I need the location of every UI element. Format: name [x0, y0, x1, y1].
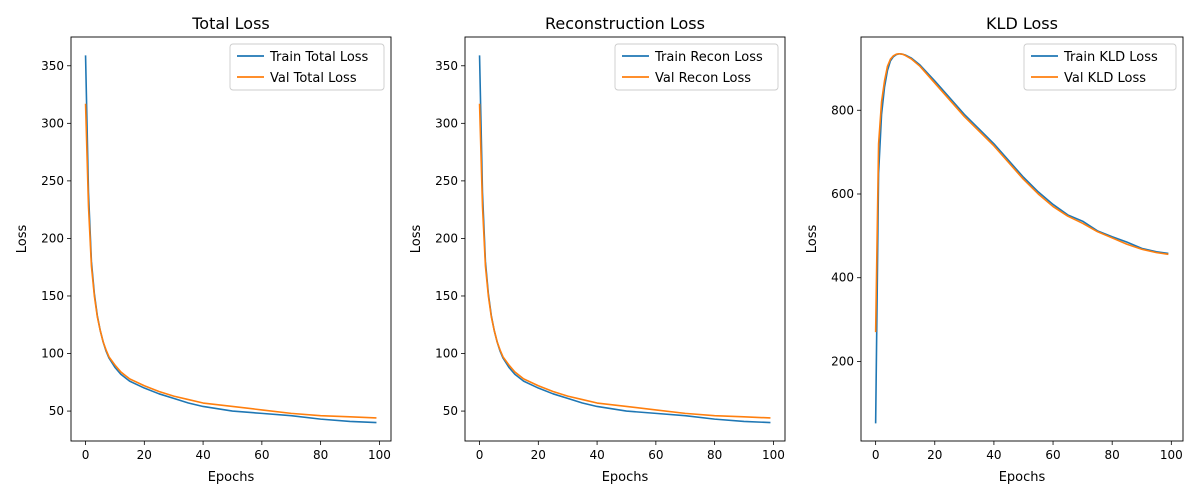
legend-label: Val KLD Loss [1064, 71, 1146, 86]
y-tick-label: 50 [49, 404, 64, 418]
series-line-val [478, 103, 771, 419]
x-tick-label: 0 [872, 448, 880, 462]
y-tick-label: 250 [435, 174, 458, 188]
y-tick-label: 150 [435, 289, 458, 303]
legend: Train Total Loss Val Total Loss [229, 43, 385, 91]
x-axis-label: Epochs [602, 470, 649, 485]
y-tick-label: 350 [41, 59, 64, 73]
x-tick-label: 20 [531, 448, 546, 462]
series-line-val [84, 103, 377, 419]
y-tick-label: 50 [443, 404, 458, 418]
series-line-val [874, 52, 1169, 333]
x-tick-label: 0 [476, 448, 484, 462]
legend-box [229, 43, 385, 91]
chart-title: Total Loss [191, 14, 270, 33]
y-tick-label: 300 [41, 116, 64, 130]
legend-label: Val Total Loss [270, 71, 357, 86]
x-tick-label: 20 [927, 448, 942, 462]
y-tick-label: 100 [41, 347, 64, 361]
x-tick-label: 40 [589, 448, 604, 462]
chart-panel-3: KLD Loss 0 20 40 60 80 100 200 400 600 800 Epochs Lo… [805, 14, 1184, 485]
x-tick-label: 40 [986, 448, 1001, 462]
chart-panel-1: Total Loss 0 20 40 60 80 100 50 100 150 200 250 300 3… [15, 14, 392, 485]
y-tick-label: 200 [435, 231, 458, 245]
x-tick-label: 0 [82, 448, 90, 462]
legend-label: Train KLD Loss [1063, 50, 1158, 65]
y-tick-label: 200 [831, 354, 854, 368]
x-tick-label: 60 [648, 448, 663, 462]
x-tick-label: 20 [137, 448, 152, 462]
x-tick-label: 80 [1105, 448, 1120, 462]
y-tick-label: 350 [435, 59, 458, 73]
legend: Train Recon Loss Val Recon Loss [614, 43, 779, 91]
series-line-train [84, 55, 377, 424]
x-tick-label: 100 [762, 448, 785, 462]
y-tick-label: 400 [831, 271, 854, 285]
chart-title: KLD Loss [986, 14, 1058, 33]
legend-label: Train Recon Loss [654, 50, 763, 65]
series-line-train [874, 52, 1169, 424]
y-axis-label: Loss [805, 225, 820, 254]
y-tick-label: 250 [41, 174, 64, 188]
y-tick-label: 300 [435, 116, 458, 130]
x-tick-label: 100 [1160, 448, 1183, 462]
legend-box [614, 43, 779, 91]
x-tick-label: 40 [195, 448, 210, 462]
plot-area [860, 36, 1184, 442]
y-axis-label: Loss [409, 225, 424, 254]
plot-area [464, 36, 786, 442]
x-tick-label: 100 [368, 448, 391, 462]
legend-label: Train Total Loss [269, 50, 369, 65]
x-tick-label: 60 [1045, 448, 1060, 462]
legend-box [1023, 43, 1177, 91]
series-line-train [478, 55, 771, 424]
chart-panel-2: Reconstruction Loss 0 20 40 60 80 100 50 100 150 2… [409, 14, 786, 485]
x-tick-label: 80 [707, 448, 722, 462]
chart-title: Reconstruction Loss [545, 14, 705, 33]
y-tick-label: 200 [41, 231, 64, 245]
x-axis-label: Epochs [208, 470, 255, 485]
y-tick-label: 100 [435, 347, 458, 361]
legend: Train KLD Loss Val KLD Loss [1023, 43, 1177, 91]
legend-label: Val Recon Loss [655, 71, 751, 86]
x-tick-label: 60 [254, 448, 269, 462]
y-tick-label: 150 [41, 289, 64, 303]
plot-area [70, 36, 392, 442]
x-tick-label: 80 [313, 448, 328, 462]
y-tick-label: 600 [831, 187, 854, 201]
y-axis-label: Loss [15, 225, 30, 254]
y-tick-label: 800 [831, 103, 854, 117]
x-axis-label: Epochs [999, 470, 1046, 485]
